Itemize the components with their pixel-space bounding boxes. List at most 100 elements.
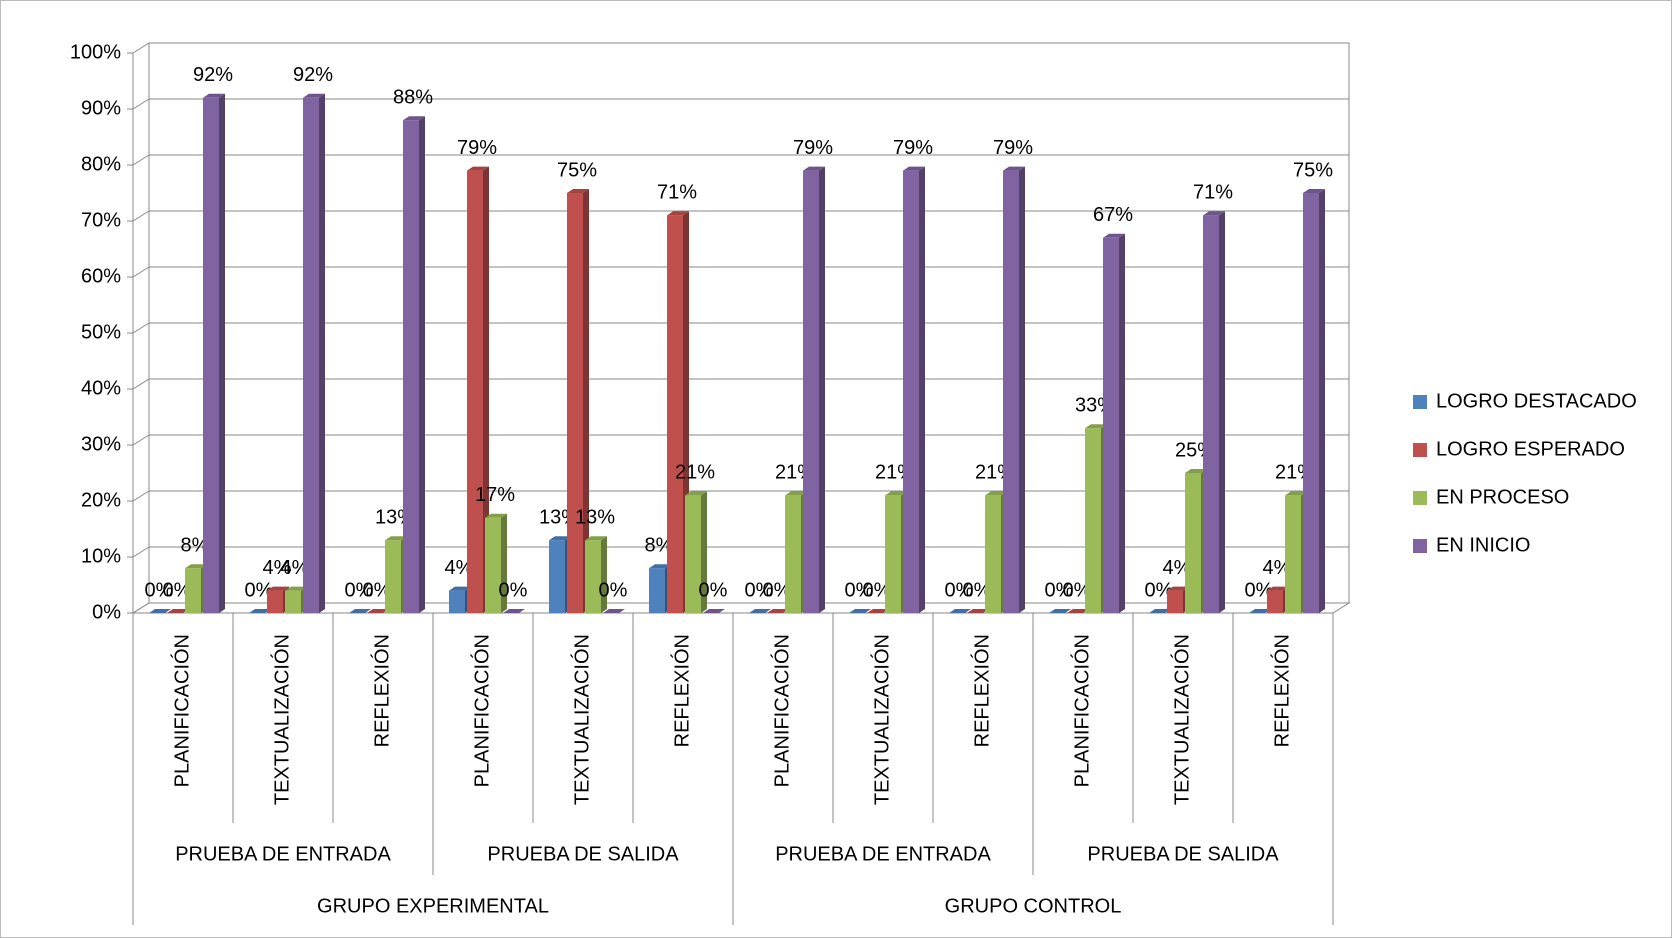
bar <box>885 495 901 613</box>
legend-swatch <box>1413 395 1427 409</box>
bar-side <box>1119 233 1125 614</box>
data-label: 0% <box>363 579 392 601</box>
bar <box>549 540 565 613</box>
bar <box>903 170 919 613</box>
data-label: 0% <box>745 579 774 601</box>
data-label: 17% <box>475 484 515 506</box>
grid-line-side <box>132 210 150 222</box>
grid-line-side <box>132 490 150 502</box>
bar-top <box>1003 166 1025 171</box>
bar <box>685 495 701 613</box>
bar-side <box>1219 211 1225 613</box>
bar-top <box>803 166 825 171</box>
bar <box>1185 473 1201 613</box>
x-tick-label: TEXTUALIZACIÓN <box>870 634 893 805</box>
bar <box>785 495 801 613</box>
bar-top <box>285 586 307 591</box>
bar <box>567 193 583 613</box>
data-label: 0% <box>145 579 174 601</box>
y-tick-label: 0% <box>92 601 121 623</box>
bar-top <box>767 609 789 613</box>
y-tick-label: 20% <box>81 489 121 511</box>
grid-line-side <box>132 266 150 278</box>
bar-top <box>1267 586 1289 591</box>
bar <box>1285 495 1301 613</box>
bar-top <box>749 609 771 613</box>
bar-top <box>703 609 725 613</box>
bar-top <box>1185 469 1207 473</box>
bar-top <box>785 491 807 496</box>
y-tick-label: 40% <box>81 377 121 399</box>
data-label: 0% <box>1245 579 1274 601</box>
bar-top <box>1249 609 1271 613</box>
y-tick-label: 90% <box>81 97 121 119</box>
data-label: 0% <box>345 579 374 601</box>
bar-top <box>349 609 371 613</box>
data-label: 79% <box>793 137 833 159</box>
bar-top <box>867 609 889 613</box>
data-label: 0% <box>1145 579 1174 601</box>
data-label: 8% <box>645 534 674 556</box>
bar-top <box>403 116 425 121</box>
grid-line-side <box>132 434 150 446</box>
bar <box>203 97 219 614</box>
bar-side <box>1319 189 1325 613</box>
bar-top <box>185 564 207 569</box>
bar <box>1085 428 1101 613</box>
y-tick-label: 80% <box>81 153 121 175</box>
bar-side <box>819 166 825 613</box>
y-tick-label: 50% <box>81 321 121 343</box>
bar <box>467 170 483 613</box>
data-label: 71% <box>1193 182 1233 204</box>
bar-top <box>1167 586 1189 591</box>
grid-line-side <box>132 378 150 390</box>
x-tick-label: REFLEXIÓN <box>1270 634 1293 747</box>
data-label: 0% <box>1063 579 1092 601</box>
bar-top <box>249 609 271 613</box>
bar-top <box>167 609 189 613</box>
bar <box>285 590 301 613</box>
data-label: 4% <box>281 557 310 579</box>
y-tick-label: 70% <box>81 209 121 231</box>
data-label: 92% <box>193 64 233 86</box>
grid-line-side <box>132 602 150 614</box>
bar-top <box>449 586 471 591</box>
grid-line-side <box>132 322 150 334</box>
x-tick-label: TEXTUALIZACIÓN <box>1170 634 1193 805</box>
bar-side <box>919 166 925 613</box>
x-tick-label: PLANIFICACIÓN <box>1070 634 1093 787</box>
data-label: 88% <box>393 86 433 108</box>
grid-line-side <box>132 154 150 166</box>
data-label: 0% <box>499 579 528 601</box>
y-tick-label: 100% <box>70 41 121 63</box>
data-label: 75% <box>557 159 597 181</box>
grid-line-side <box>132 546 150 558</box>
data-label: 71% <box>657 182 697 204</box>
x-tick-label: PLANIFICACIÓN <box>470 634 493 787</box>
legend-label: LOGRO ESPERADO <box>1436 438 1625 460</box>
bar-top <box>567 189 589 193</box>
data-label: 4% <box>263 557 292 579</box>
bar-side <box>701 491 707 613</box>
data-label: 4% <box>1163 557 1192 579</box>
data-label: 0% <box>963 579 992 601</box>
legend-label: EN INICIO <box>1436 534 1530 556</box>
x-tick-label: PLANIFICACIÓN <box>770 634 793 787</box>
bar-side <box>483 166 489 613</box>
bar-top <box>303 93 325 98</box>
data-label: 0% <box>163 579 192 601</box>
x-tick-label: PLANIFICACIÓN <box>170 634 193 787</box>
group-label: PRUEBA DE SALIDA <box>487 843 679 865</box>
data-label: 0% <box>763 579 792 601</box>
bar-top <box>585 536 607 541</box>
bar <box>385 540 401 613</box>
bar-side <box>583 189 589 613</box>
bar-top <box>885 491 907 496</box>
bar-top <box>985 491 1007 496</box>
bar <box>449 590 465 613</box>
bar <box>803 170 819 613</box>
data-label: 21% <box>675 462 715 484</box>
grid-line-side <box>132 42 150 54</box>
bar-top <box>967 609 989 613</box>
